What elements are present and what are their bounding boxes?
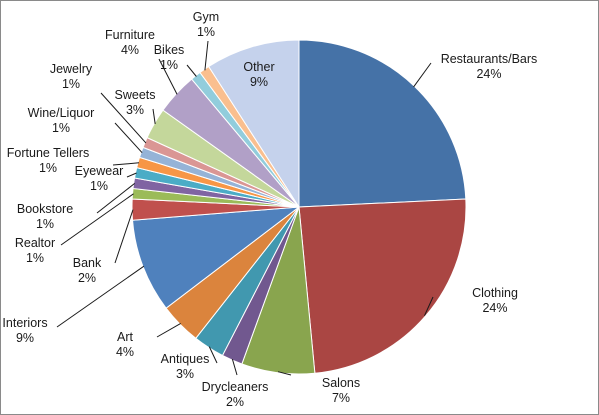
label-name-drycleaners: Drycleaners bbox=[202, 380, 269, 394]
leader-antiques bbox=[208, 346, 218, 364]
label-name-interiors: Interiors bbox=[2, 316, 47, 330]
label-name-salons: Salons bbox=[322, 376, 360, 390]
label-value-antiques: 3% bbox=[176, 367, 194, 381]
label-value-furniture: 4% bbox=[121, 43, 139, 57]
leader-art bbox=[156, 322, 181, 338]
label-name-eyewear: Eyewear bbox=[75, 164, 124, 178]
leader-bookstore bbox=[96, 183, 136, 214]
leader-sweets bbox=[152, 108, 156, 125]
label-value-drycleaners: 2% bbox=[226, 395, 244, 409]
label-value-bank: 2% bbox=[78, 271, 96, 285]
label-value-wine-liquor: 1% bbox=[52, 121, 70, 135]
label-value-realtor: 1% bbox=[26, 251, 44, 265]
label-name-art: Art bbox=[117, 330, 134, 344]
label-value-interiors: 9% bbox=[16, 331, 34, 345]
label-value-bikes: 1% bbox=[160, 58, 178, 72]
leader-realtor bbox=[60, 193, 134, 246]
pie-slices bbox=[131, 39, 467, 375]
leader-furniture bbox=[158, 58, 178, 95]
label-value-other: 9% bbox=[250, 75, 268, 89]
label-value-restaurants-bars: 24% bbox=[476, 67, 501, 81]
label-name-other: Other bbox=[243, 60, 274, 74]
label-name-bikes: Bikes bbox=[154, 43, 185, 57]
label-name-bank: Bank bbox=[73, 256, 102, 270]
label-value-sweets: 3% bbox=[126, 103, 144, 117]
leader-gym bbox=[204, 40, 209, 71]
label-name-fortune-tellers: Fortune Tellers bbox=[7, 146, 89, 160]
label-name-furniture: Furniture bbox=[105, 28, 155, 42]
label-name-gym: Gym bbox=[193, 10, 219, 24]
label-value-eyewear: 1% bbox=[90, 179, 108, 193]
label-name-restaurants-bars: Restaurants/Bars bbox=[441, 52, 538, 66]
label-name-wine-liquor: Wine/Liquor bbox=[28, 106, 95, 120]
leader-fortune-tellers bbox=[112, 162, 140, 166]
label-value-clothing: 24% bbox=[482, 301, 507, 315]
label-name-antiques: Antiques bbox=[161, 352, 210, 366]
label-value-jewelry: 1% bbox=[62, 77, 80, 91]
leader-bikes bbox=[186, 64, 197, 77]
leader-restaurants-bars bbox=[413, 62, 432, 88]
label-name-jewelry: Jewelry bbox=[50, 62, 93, 76]
leader-bank bbox=[114, 209, 134, 264]
label-name-clothing: Clothing bbox=[472, 286, 518, 300]
leader-interiors bbox=[56, 265, 145, 328]
slice-clothing bbox=[298, 198, 467, 374]
label-name-realtor: Realtor bbox=[15, 236, 55, 250]
label-value-art: 4% bbox=[116, 345, 134, 359]
label-value-gym: 1% bbox=[197, 25, 215, 39]
leader-jewelry bbox=[100, 92, 147, 144]
label-value-bookstore: 1% bbox=[36, 217, 54, 231]
slice-other bbox=[208, 39, 300, 209]
leader-eyewear bbox=[126, 172, 137, 178]
leader-drycleaners bbox=[231, 358, 238, 376]
leader-lines bbox=[56, 40, 434, 376]
slice-labels: Restaurants/Bars24%Clothing24%Salons7%Dr… bbox=[2, 10, 537, 409]
label-value-salons: 7% bbox=[332, 391, 350, 405]
label-name-bookstore: Bookstore bbox=[17, 202, 73, 216]
label-name-sweets: Sweets bbox=[115, 88, 156, 102]
leader-clothing bbox=[424, 296, 434, 316]
leader-salons bbox=[277, 371, 292, 376]
leader-wine-liquor bbox=[114, 122, 143, 154]
label-value-fortune-tellers: 1% bbox=[39, 161, 57, 175]
